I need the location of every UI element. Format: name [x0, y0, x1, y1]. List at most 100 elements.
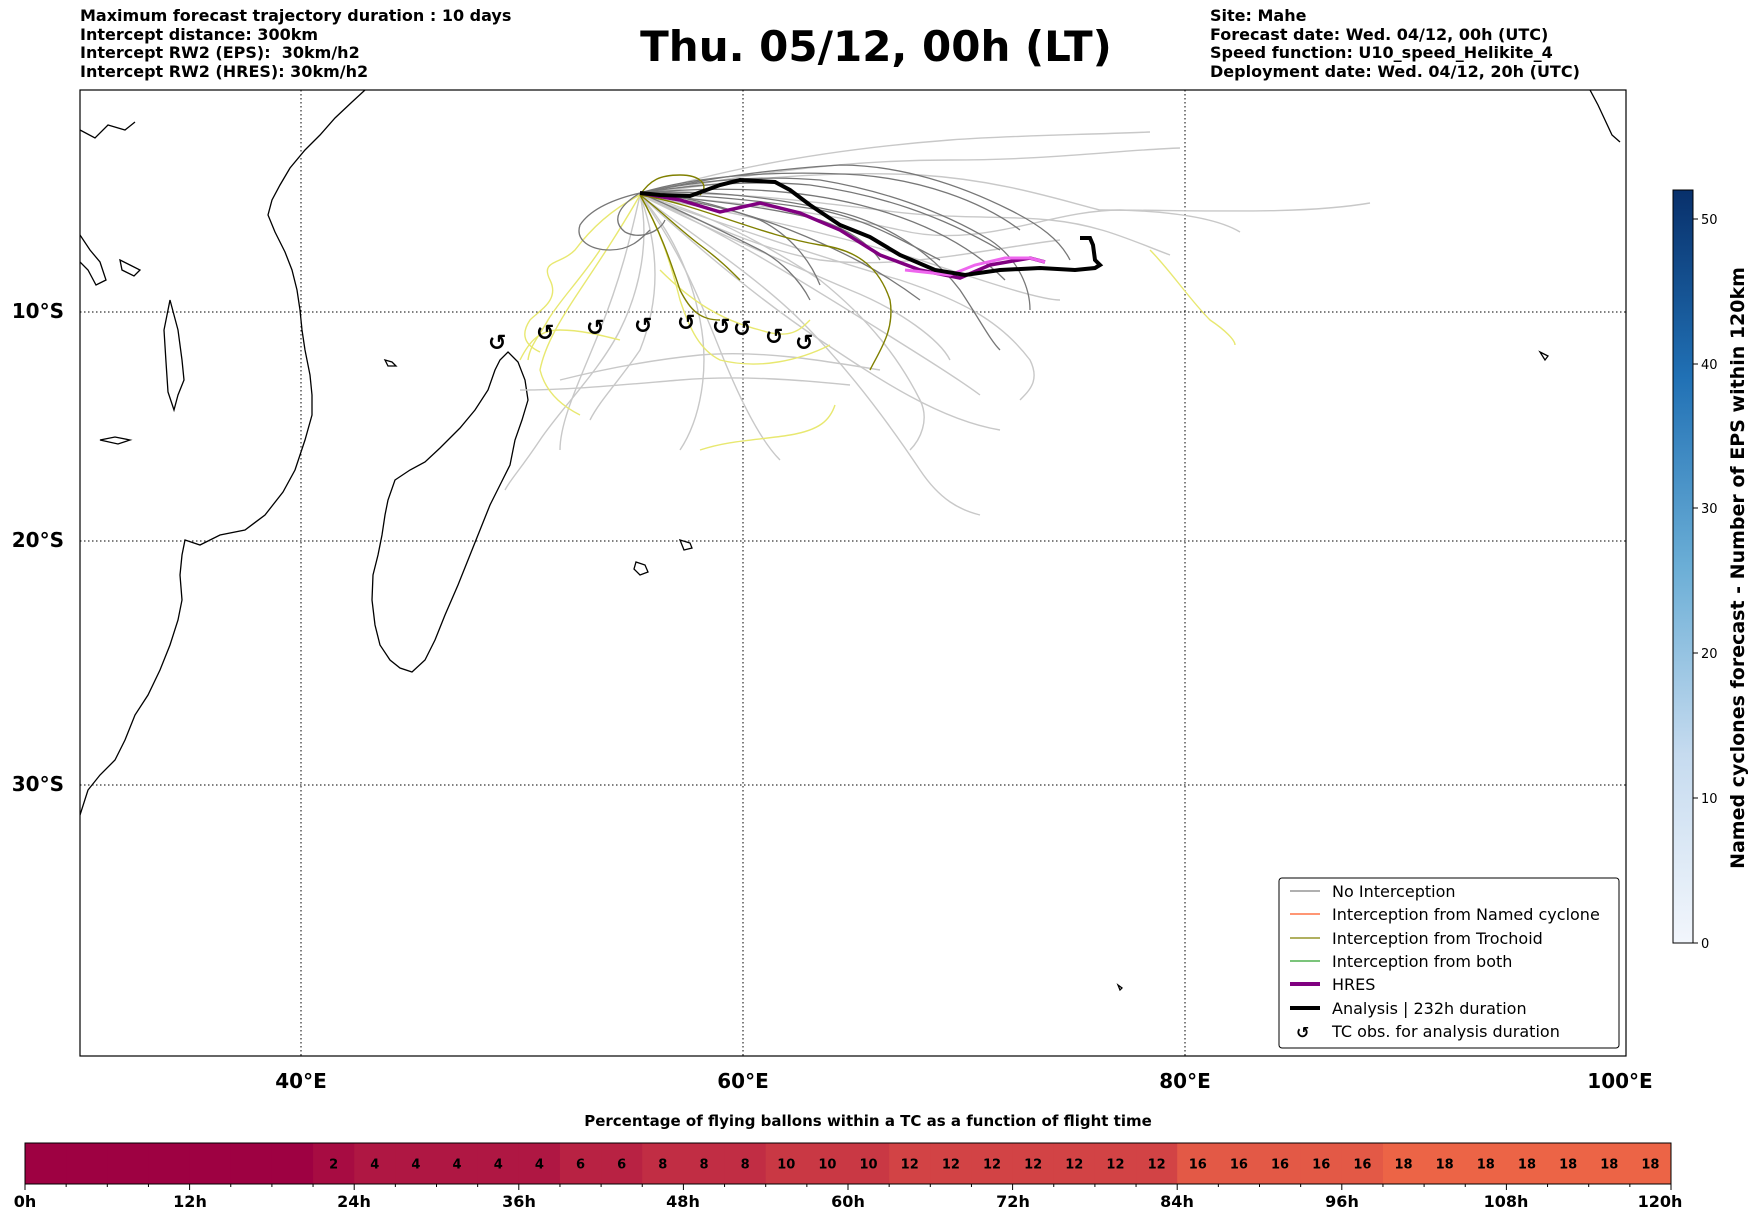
tc-obs-icon: ↺	[712, 315, 730, 340]
bottom-bar-title: Percentage of flying ballons within a TC…	[584, 1112, 1152, 1130]
header-right-line: Deployment date: Wed. 04/12, 20h (UTC)	[1210, 61, 1580, 81]
colorbar-tick-label: 30	[1701, 502, 1718, 517]
bar-cell-label: 18	[1436, 1158, 1454, 1173]
tc-obs-icon: ↺	[634, 314, 652, 339]
legend-label: HRES	[1332, 975, 1375, 994]
bar-cell	[1341, 1143, 1384, 1184]
bar-cell	[271, 1143, 314, 1184]
time-label: 108h	[1484, 1192, 1529, 1211]
lon-label: 60°E	[717, 1069, 769, 1093]
tc-obs-icon: ↺	[733, 317, 751, 342]
bar-cell-label: 8	[699, 1158, 708, 1173]
bar-cell-label: 16	[1271, 1158, 1289, 1173]
bar-cell-label: 6	[617, 1158, 626, 1173]
bar-cell-label: 12	[983, 1158, 1001, 1173]
bar-cell-label: 4	[411, 1158, 420, 1173]
header-left-line: Intercept RW2 (HRES): 30km/h2	[80, 61, 369, 81]
bar-cell	[765, 1143, 808, 1184]
bar-cell	[518, 1143, 561, 1184]
bar-cell-label: 2	[329, 1158, 338, 1173]
time-label: 60h	[831, 1192, 865, 1211]
bar-cell	[848, 1143, 890, 1184]
tc-obs-icon: ↺	[488, 331, 506, 356]
colorbar-tick-label: 20	[1701, 647, 1718, 662]
tc-obs-icon: ↺	[795, 331, 813, 356]
header-left-line: Maximum forecast trajectory duration : 1…	[80, 6, 512, 25]
bar-cell-label: 8	[658, 1158, 667, 1173]
colorbar-tick-label: 50	[1701, 213, 1718, 228]
colorbar-gradient	[1672, 189, 1694, 944]
bar-cell-label: 16	[1230, 1158, 1248, 1173]
bar-cell	[395, 1143, 437, 1184]
bar-cell-label: 16	[1312, 1158, 1330, 1173]
bar-cell	[66, 1143, 108, 1184]
bar-cell	[683, 1143, 726, 1184]
header-right-line: Speed function: U10_speed_Helikite_4	[1210, 43, 1553, 62]
graticule	[80, 90, 1626, 1056]
bar-cell	[477, 1143, 520, 1184]
bar-cell-label: 18	[1641, 1158, 1659, 1173]
bar-cell	[148, 1143, 191, 1184]
lat-label: 20°S	[12, 528, 64, 552]
bar-cell	[1012, 1143, 1055, 1184]
bar-cell-label: 8	[741, 1158, 750, 1173]
bar-cell	[313, 1143, 355, 1184]
tc-obs-icon: ↺	[586, 316, 604, 341]
bar-cell-label: 10	[818, 1158, 836, 1173]
bar-cell	[1053, 1143, 1096, 1184]
bar-cell	[601, 1143, 643, 1184]
legend-label: Interception from Named cyclone	[1332, 905, 1600, 924]
bar-cell-label: 16	[1353, 1158, 1371, 1173]
time-label: 24h	[337, 1192, 371, 1211]
bar-cell	[971, 1143, 1014, 1184]
bar-cell	[1218, 1143, 1260, 1184]
time-label: 12h	[173, 1192, 207, 1211]
coastline	[80, 90, 1621, 992]
bar-cell-label: 18	[1394, 1158, 1412, 1173]
bar-cell-label: 18	[1518, 1158, 1536, 1173]
bar-cell	[189, 1143, 232, 1184]
bar-cell-label: 12	[1148, 1158, 1166, 1173]
bar-cell	[642, 1143, 684, 1184]
bar-cell	[724, 1143, 767, 1184]
trochoid-trajectories	[639, 174, 892, 371]
time-label: 36h	[502, 1192, 536, 1211]
header-right-line: Site: Mahe	[1210, 6, 1307, 25]
bar-cell-label: 12	[1065, 1158, 1083, 1173]
bar-cell	[354, 1143, 396, 1184]
bar-cell-label: 4	[370, 1158, 379, 1173]
bar-cell-label: 18	[1477, 1158, 1495, 1173]
legend-label: Interception from both	[1332, 952, 1512, 971]
bar-cell-label: 4	[453, 1158, 462, 1173]
bar-cell-label: 6	[576, 1158, 585, 1173]
colorbar-tick-label: 10	[1701, 792, 1718, 807]
bar-cell	[1136, 1143, 1178, 1184]
time-label: 72h	[996, 1192, 1030, 1211]
bar-cell	[1424, 1143, 1466, 1184]
lon-label: 100°E	[1587, 1069, 1652, 1093]
lat-label: 30°S	[12, 772, 64, 796]
bar-cell	[930, 1143, 972, 1184]
bar-cell	[1300, 1143, 1343, 1184]
bar-cell	[230, 1143, 273, 1184]
longitude-labels: 40°E 60°E 80°E 100°E	[275, 1069, 1652, 1093]
bar-cell	[1465, 1143, 1507, 1184]
bar-cell	[559, 1143, 602, 1184]
bar-cell-label: 12	[1024, 1158, 1042, 1173]
tc-obs-icon: ↺	[677, 311, 695, 336]
header-left-info: Maximum forecast trajectory duration : 1…	[80, 6, 512, 81]
analysis-trajectory	[639, 177, 1104, 278]
bar-cell	[1629, 1143, 1672, 1184]
bar-ticks	[24, 1184, 1672, 1190]
hres-trajectory	[639, 191, 1046, 280]
bar-cell-label: 10	[777, 1158, 795, 1173]
time-label: 84h	[1160, 1192, 1194, 1211]
hres-trajectory-extension	[904, 256, 1046, 277]
bar-cells: 2 4 4 4 4 4 6 6 8 8 8 10 10 10 12 12 12 12 12 12 12 16 16 16 16 1…	[25, 1143, 1672, 1184]
bar-cell-label: 18	[1600, 1158, 1618, 1173]
colorbar-right: 0 10 20 30 40 50 Named cyclones forecast…	[1672, 189, 1749, 952]
tc-obs-icon: ↺	[536, 321, 554, 346]
bottom-percentage-bar: Percentage of flying ballons within a TC…	[14, 1112, 1683, 1211]
lon-label: 40°E	[275, 1069, 327, 1093]
